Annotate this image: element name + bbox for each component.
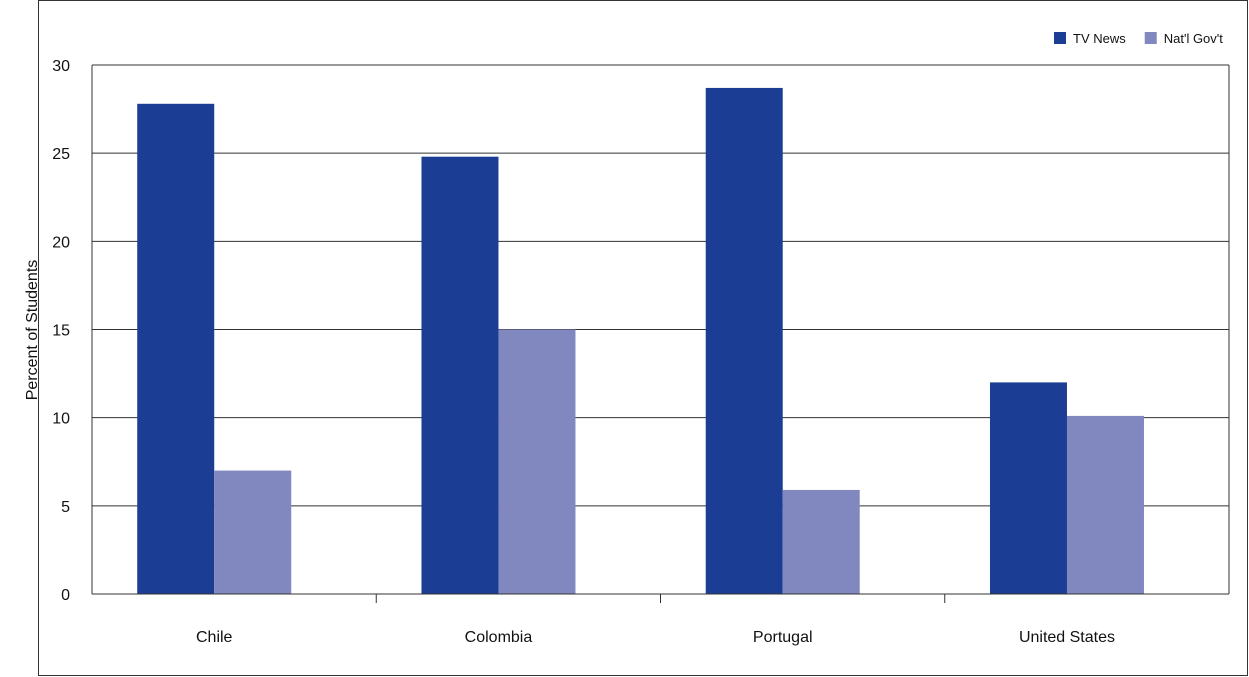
y-tick-label: 20 xyxy=(52,234,70,251)
y-tick-label: 25 xyxy=(52,146,70,163)
bar xyxy=(705,87,783,594)
x-tick-labels: Chile Colombia Portugal United States xyxy=(196,629,1115,646)
bar xyxy=(1066,415,1144,594)
legend-swatch xyxy=(1054,32,1066,44)
x-tick-label: Portugal xyxy=(753,629,813,646)
bar xyxy=(421,156,499,594)
bar xyxy=(214,470,292,594)
axes xyxy=(91,65,1230,603)
legend-label: TV News xyxy=(1073,31,1126,46)
x-tick-label: United States xyxy=(1019,629,1115,646)
bar xyxy=(989,382,1067,594)
y-tick-label: 30 xyxy=(52,58,70,75)
y-tick-label: 5 xyxy=(61,499,70,516)
x-tick-label: Colombia xyxy=(465,629,533,646)
y-tick-label: 0 xyxy=(61,587,70,604)
x-tick-label: Chile xyxy=(196,629,233,646)
y-tick-label: 10 xyxy=(52,411,70,428)
legend-label: Nat'l Gov't xyxy=(1164,31,1224,46)
y-tick-labels: 0 5 10 15 20 25 30 xyxy=(52,58,70,604)
legend-swatch xyxy=(1144,32,1157,44)
bar xyxy=(137,103,215,594)
bars xyxy=(137,87,1144,594)
bar xyxy=(498,329,576,594)
y-axis-label: Percent of Students xyxy=(24,260,41,401)
bar xyxy=(782,489,860,594)
y-tick-label: 15 xyxy=(52,323,70,340)
legend: TV News Nat'l Gov't xyxy=(1054,31,1223,46)
